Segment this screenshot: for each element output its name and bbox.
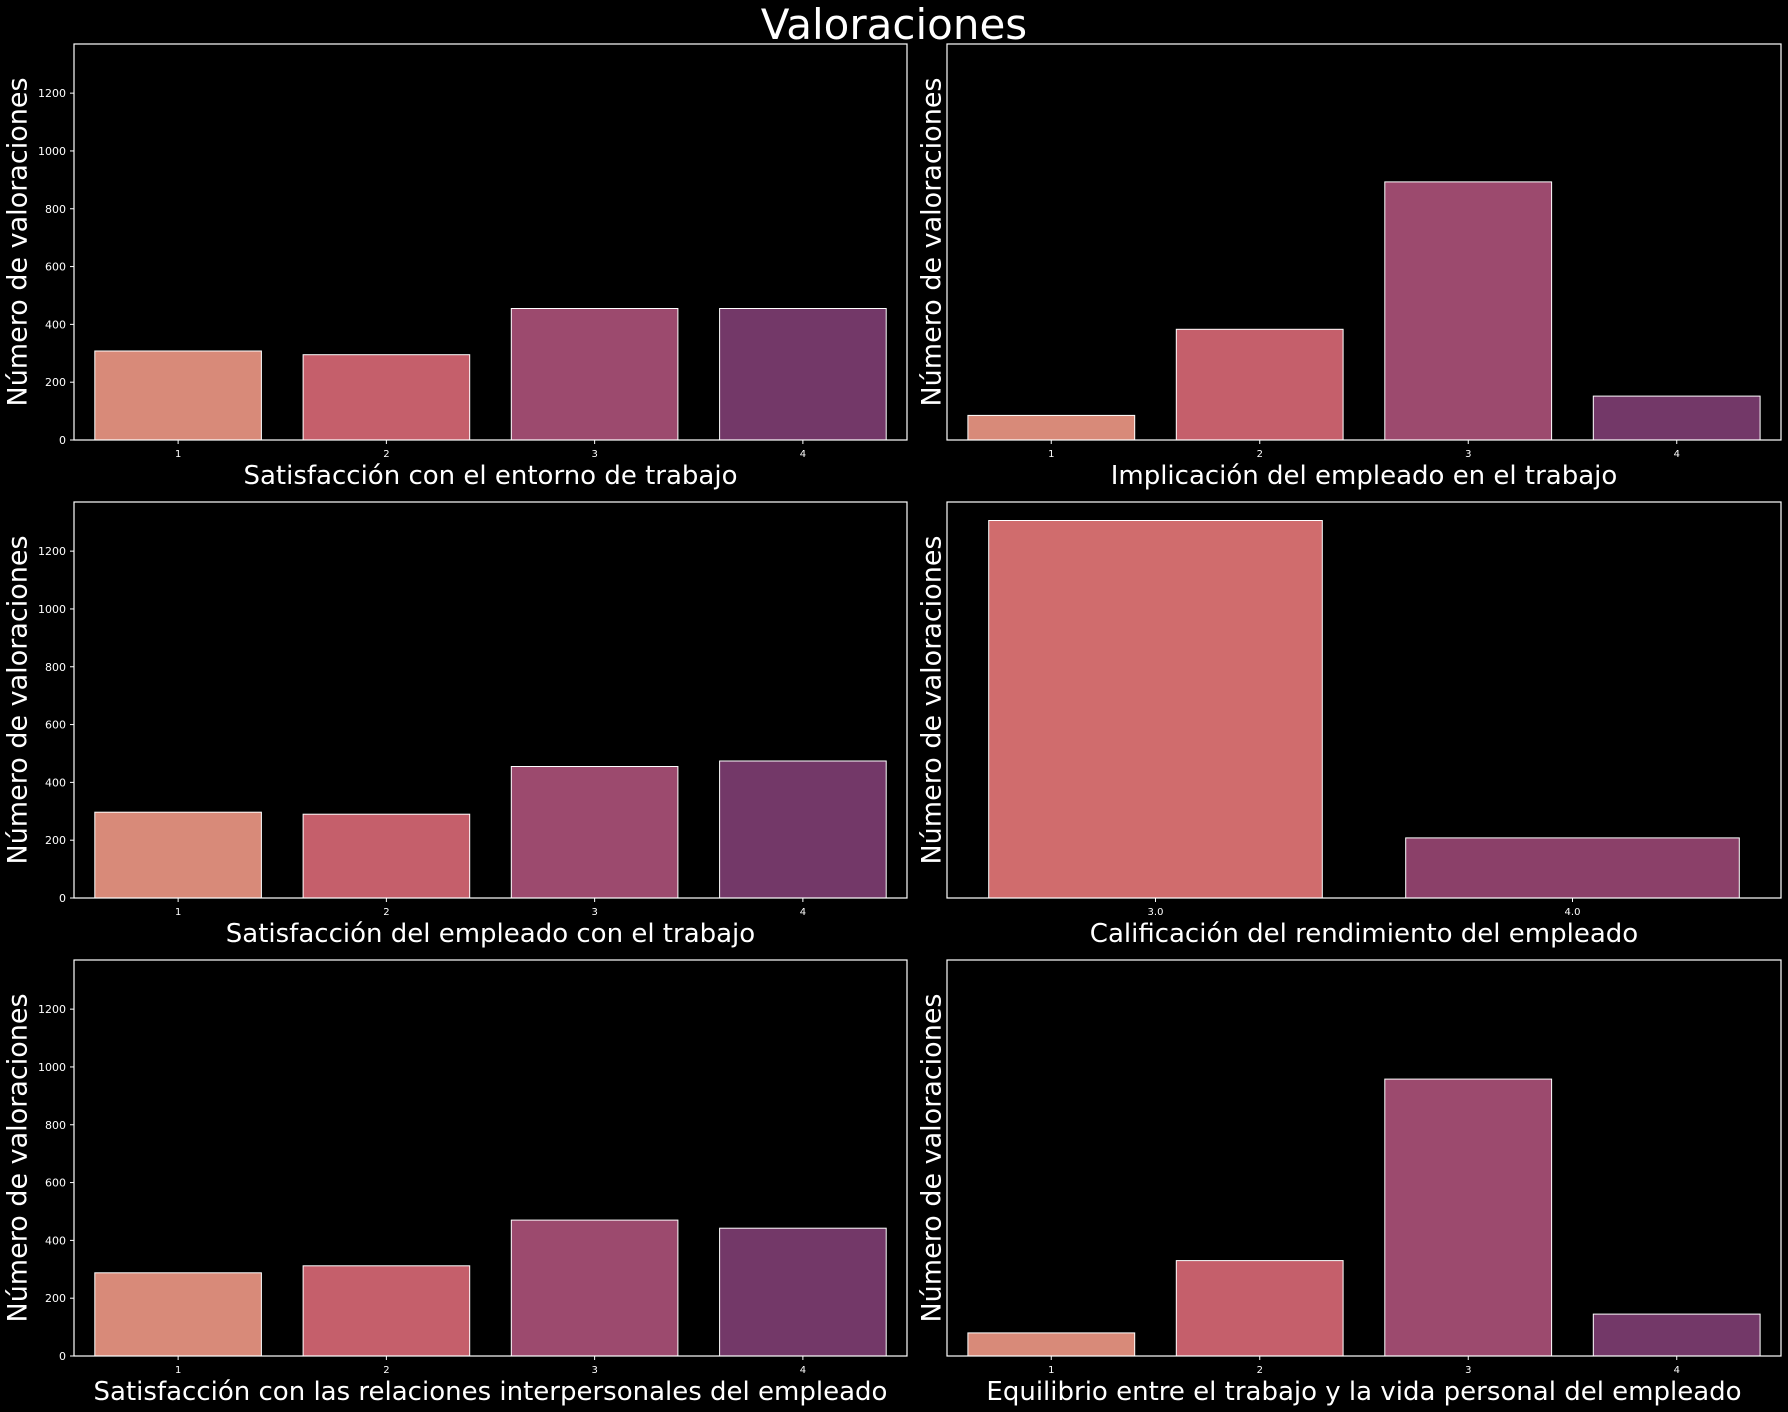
subplot-3: 1 2 3 4 0 200 400 600 800 1000 1200 Satisfacción de… (3, 501, 908, 949)
y-tick-label: 200 (45, 1292, 66, 1305)
y-axis-label: Número de valoraciones (917, 993, 948, 1322)
bar (510, 308, 679, 441)
bar (1405, 837, 1740, 899)
subplot-2: 1 2 3 4 Implicación del empleado en el traba… (917, 43, 1782, 491)
y-tick-label: 400 (45, 776, 66, 789)
y-tick-label: 0 (59, 1350, 66, 1363)
y-tick-label: 1200 (38, 87, 66, 100)
y-tick-label: 400 (45, 1234, 66, 1247)
x-tick-label: 1 (175, 907, 181, 918)
y-tick-label: 1000 (38, 603, 66, 616)
x-tick-label: 2 (383, 449, 389, 460)
axes-frame (73, 959, 908, 1357)
bar (94, 811, 262, 899)
axes-frame (946, 43, 1782, 441)
axes-frame (73, 43, 908, 441)
bar (94, 1272, 262, 1357)
bar (302, 354, 471, 441)
y-tick-label: 1000 (38, 1061, 66, 1074)
bar (94, 350, 262, 441)
y-tick-label: 800 (45, 1119, 66, 1132)
x-tick-label: 3.0 (1148, 907, 1164, 918)
x-tick-label: 2 (383, 907, 389, 918)
y-axis-label: Número de valoraciones (3, 993, 34, 1322)
y-tick-label: 0 (59, 434, 66, 447)
y-tick-label: 600 (45, 1177, 66, 1190)
x-tick-label: 3 (1465, 1365, 1471, 1376)
y-tick-label: 800 (45, 203, 66, 216)
y-tick-label: 600 (45, 261, 66, 274)
x-tick-label: 4 (800, 907, 806, 918)
x-tick-label: 2 (1257, 449, 1263, 460)
bar (510, 766, 679, 899)
subplot-5: 1 2 3 4 0 200 400 600 800 1000 1200 Satisfacción co… (3, 959, 908, 1407)
y-axis-label: Número de valoraciones (917, 535, 948, 864)
x-axis-label: Satisfacción con el entorno de trabajo (244, 461, 738, 491)
bar (719, 308, 887, 441)
subplot-1: 1 2 3 4 0 200 400 600 800 1000 1200 Satisfacción co… (3, 43, 908, 491)
x-tick-label: 4 (800, 1365, 806, 1376)
x-tick-label: 4.0 (1565, 907, 1581, 918)
bar (302, 1265, 471, 1357)
x-tick-label: 3 (591, 449, 597, 460)
x-axis-label: Calificación del rendimiento del emplead… (1090, 919, 1638, 949)
bar (1384, 181, 1553, 441)
x-tick-label: 2 (1257, 1365, 1263, 1376)
axes-frame (946, 959, 1782, 1357)
y-tick-label: 1200 (38, 545, 66, 558)
x-tick-label: 3 (591, 1365, 597, 1376)
x-axis-label: Satisfacción con las relaciones interper… (94, 1377, 888, 1407)
x-tick-label: 1 (1048, 1365, 1054, 1376)
bar (1175, 1260, 1344, 1357)
bar (302, 813, 471, 899)
axes-frame (73, 501, 908, 899)
y-tick-label: 200 (45, 376, 66, 389)
x-tick-label: 3 (1465, 449, 1471, 460)
bar (1592, 1313, 1761, 1357)
y-tick-label: 400 (45, 318, 66, 331)
y-tick-label: 1200 (38, 1003, 66, 1016)
y-tick-label: 200 (45, 834, 66, 847)
x-tick-label: 1 (175, 1365, 181, 1376)
x-tick-label: 3 (591, 907, 597, 918)
x-tick-label: 4 (1674, 1365, 1680, 1376)
bar (967, 414, 1136, 441)
bar (719, 1227, 887, 1357)
bar (1592, 395, 1761, 441)
y-axis-label: Número de valoraciones (3, 535, 34, 864)
bar (1384, 1078, 1553, 1357)
x-tick-label: 2 (383, 1365, 389, 1376)
y-axis-label: Número de valoraciones (917, 77, 948, 406)
bar (1175, 328, 1344, 441)
y-tick-label: 1000 (38, 145, 66, 158)
x-axis-label: Implicación del empleado en el trabajo (1111, 461, 1618, 491)
bar (988, 520, 1323, 899)
y-tick-label: 0 (59, 892, 66, 905)
y-axis-label: Número de valoraciones (3, 77, 34, 406)
y-tick-label: 600 (45, 719, 66, 732)
x-tick-label: 4 (1674, 449, 1680, 460)
axes-frame (946, 501, 1782, 899)
bar (967, 1332, 1136, 1357)
bar (510, 1219, 679, 1357)
x-tick-label: 1 (1048, 449, 1054, 460)
bar (719, 760, 887, 899)
x-axis-label: Satisfacción del empleado con el trabajo (226, 919, 755, 949)
x-tick-label: 1 (175, 449, 181, 460)
x-tick-label: 4 (800, 449, 806, 460)
x-axis-label: Equilibrio entre el trabajo y la vida pe… (986, 1377, 1741, 1407)
figure-title: Valoraciones (760, 0, 1028, 49)
y-tick-label: 800 (45, 661, 66, 674)
